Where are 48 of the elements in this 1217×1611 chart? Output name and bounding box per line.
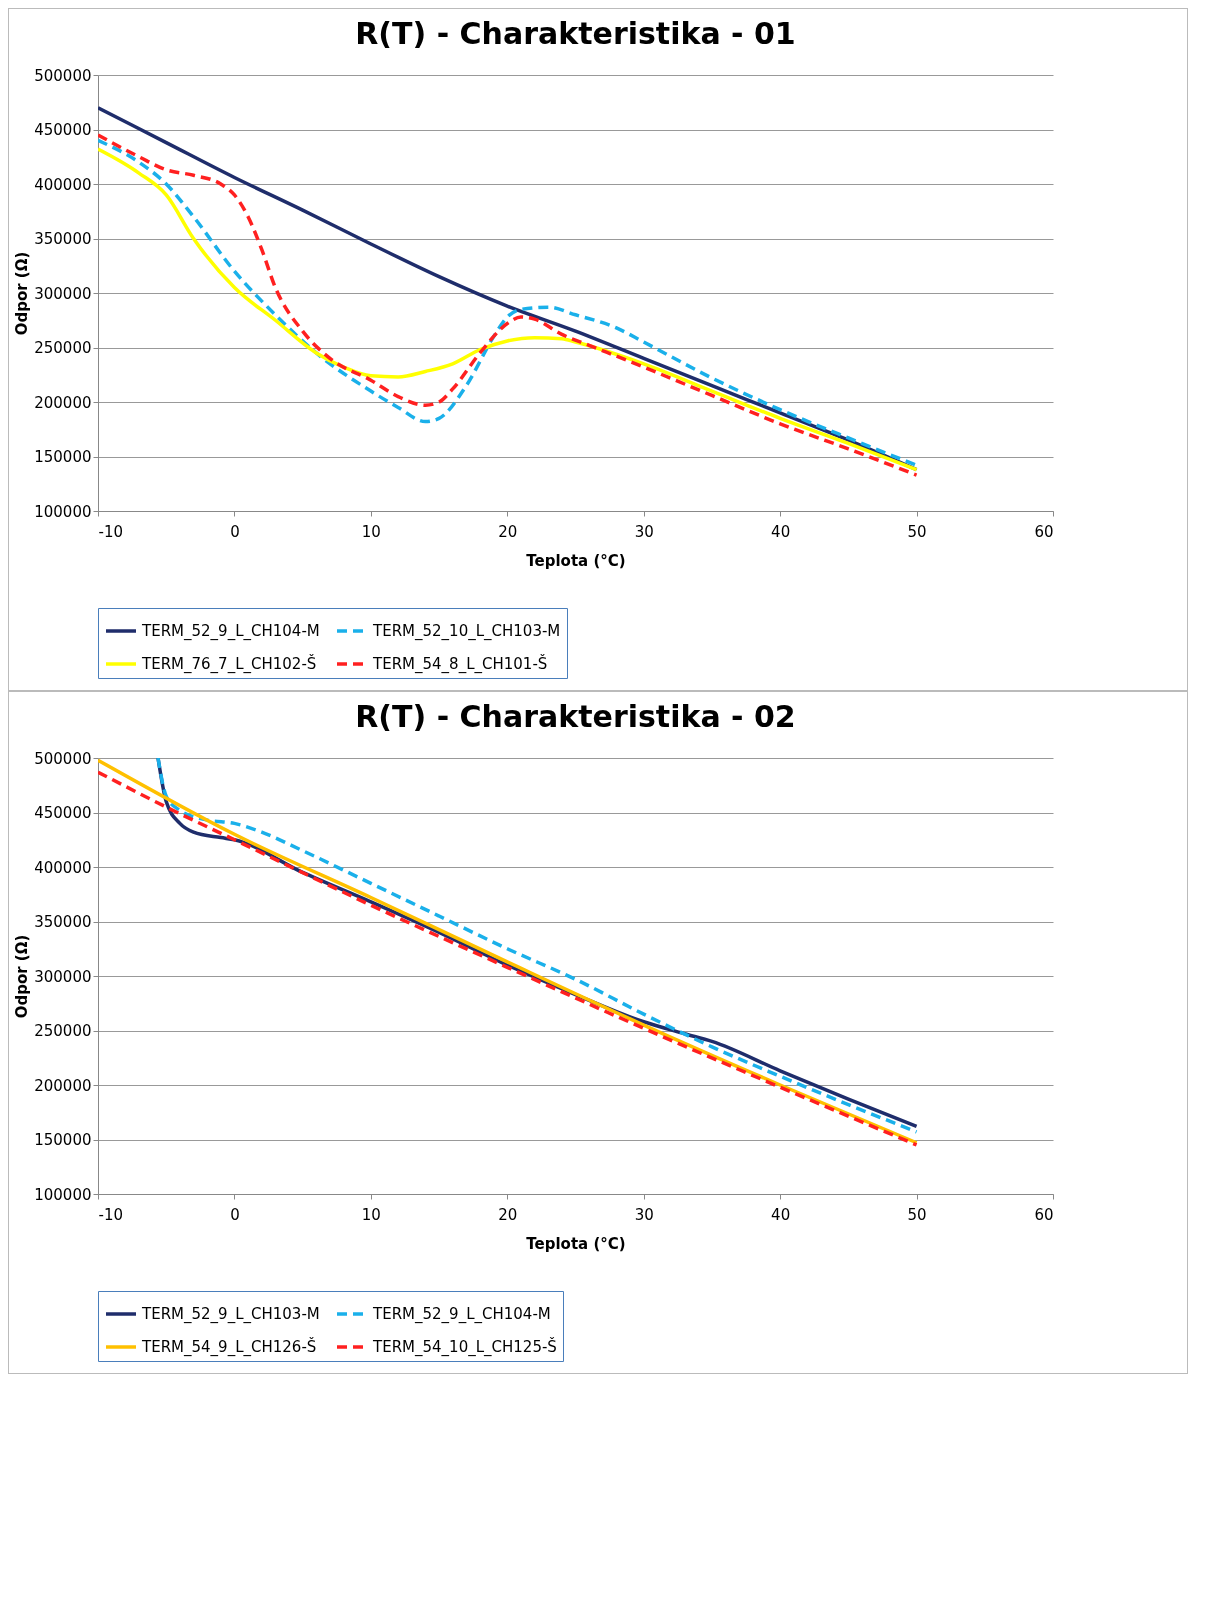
y-axis-title: Odpor (Ω) <box>13 934 32 1019</box>
x-axis-title: Teplota (°C) <box>526 1234 626 1253</box>
y-tick-label: 200000 <box>34 393 92 412</box>
y-tick-label: 500000 <box>34 66 92 85</box>
legend-label: TERM_52_9_L_CH104-M <box>141 622 320 641</box>
x-tick-label: 50 <box>907 522 927 541</box>
legend-label: TERM_54_8_L_CH101-Š <box>372 654 548 674</box>
x-tick-label: 20 <box>498 522 518 541</box>
x-tick-label: 10 <box>361 522 381 541</box>
y-tick-label: 400000 <box>34 858 92 877</box>
legend-label: TERM_52_9_L_CH104-M <box>372 1305 551 1324</box>
chart-title: R(T) - Charakteristika - 01 <box>355 16 796 51</box>
y-tick-label: 450000 <box>34 804 92 822</box>
y-tick-label: 250000 <box>34 1022 92 1040</box>
x-tick-label: 40 <box>771 1205 791 1224</box>
legend-label: TERM_52_10_L_CH103-M <box>372 622 561 641</box>
y-tick-label: 300000 <box>34 284 92 303</box>
y-tick-label: 100000 <box>34 502 92 521</box>
x-tick-label: 20 <box>498 1205 518 1224</box>
x-tick-label: 0 <box>230 522 240 541</box>
x-tick-label: 60 <box>1034 1205 1054 1224</box>
y-axis-title: Odpor (Ω) <box>13 251 32 336</box>
y-tick-label: 100000 <box>34 1185 92 1204</box>
legend-label: TERM_54_9_L_CH126-Š <box>141 1337 317 1357</box>
y-tick-label: 500000 <box>34 749 92 768</box>
y-tick-label: 150000 <box>34 1131 92 1149</box>
y-tick-label: 450000 <box>34 121 92 139</box>
chart-title: R(T) - Charakteristika - 02 <box>355 699 796 734</box>
y-tick-label: 250000 <box>34 339 92 357</box>
y-tick-label: 150000 <box>34 448 92 466</box>
x-tick-label: 30 <box>634 1205 654 1224</box>
x-tick-label: -10 <box>98 522 123 541</box>
y-tick-label: 400000 <box>34 175 92 194</box>
legend-label: TERM_76_7_L_CH102-Š <box>141 654 317 674</box>
y-tick-label: 350000 <box>34 913 92 931</box>
x-tick-label: 0 <box>230 1205 240 1224</box>
y-tick-label: 350000 <box>34 230 92 248</box>
x-tick-label: 10 <box>361 1205 381 1224</box>
y-tick-label: 200000 <box>34 1076 92 1095</box>
y-tick-label: 300000 <box>34 967 92 986</box>
legend-label: TERM_54_10_L_CH125-Š <box>372 1337 557 1357</box>
x-tick-label: 40 <box>771 522 791 541</box>
x-tick-label: 50 <box>907 1205 927 1224</box>
x-axis-title: Teplota (°C) <box>526 551 626 570</box>
x-tick-label: -10 <box>98 1205 123 1224</box>
x-tick-label: 30 <box>634 522 654 541</box>
legend-label: TERM_52_9_L_CH103-M <box>141 1305 320 1324</box>
x-tick-label: 60 <box>1034 522 1054 541</box>
